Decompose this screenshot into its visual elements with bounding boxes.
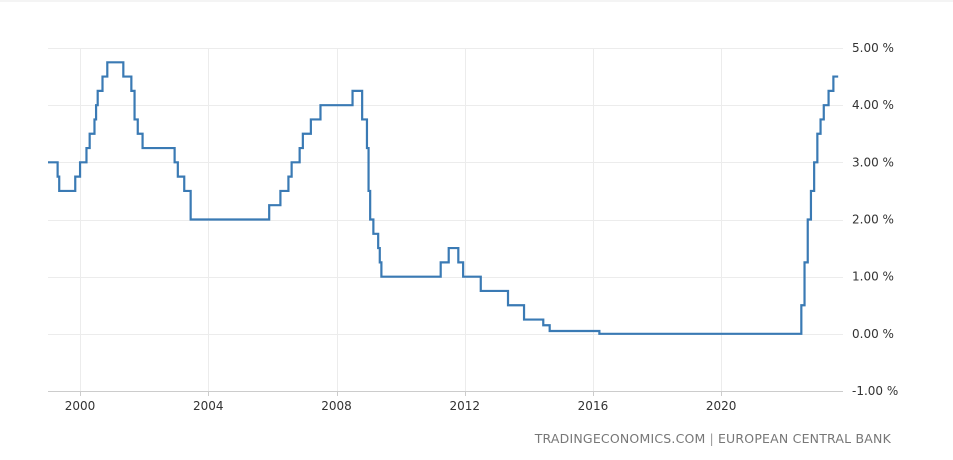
y-tick-label: 1.00 % (852, 270, 894, 284)
x-tick-label: 2020 (706, 399, 737, 413)
x-tick-label: 2004 (193, 399, 224, 413)
source-separator: | (709, 431, 714, 446)
x-axis-labels: 2000 2004 2008 2012 2016 2020 (65, 399, 737, 413)
x-tick-label: 2012 (449, 399, 480, 413)
horizontal-grid (48, 48, 843, 335)
vertical-grid (80, 48, 722, 396)
y-tick-label: 3.00 % (852, 155, 894, 169)
y-tick-label: 2.00 % (852, 213, 894, 227)
source-attribution: TRADINGECONOMICS.COM | EUROPEAN CENTRAL BA… (535, 431, 891, 446)
y-tick-label: 0.00 % (852, 327, 894, 341)
x-tick-label: 2016 (578, 399, 609, 413)
y-tick-label: 5.00 % (852, 41, 894, 55)
interest-rate-line (48, 61, 839, 335)
x-tick-label: 2000 (65, 399, 96, 413)
x-tick-label: 2008 (321, 399, 352, 413)
source-site: TRADINGECONOMICS.COM (534, 431, 706, 446)
y-axis-labels: 5.00 % 4.00 % 3.00 % 2.00 % 1.00 % 0.00 % -1.0… (852, 41, 898, 398)
y-tick-label: 4.00 % (852, 98, 894, 112)
source-provider: EUROPEAN CENTRAL BANK (717, 431, 891, 446)
y-tick-label: -1.00 % (852, 384, 898, 398)
